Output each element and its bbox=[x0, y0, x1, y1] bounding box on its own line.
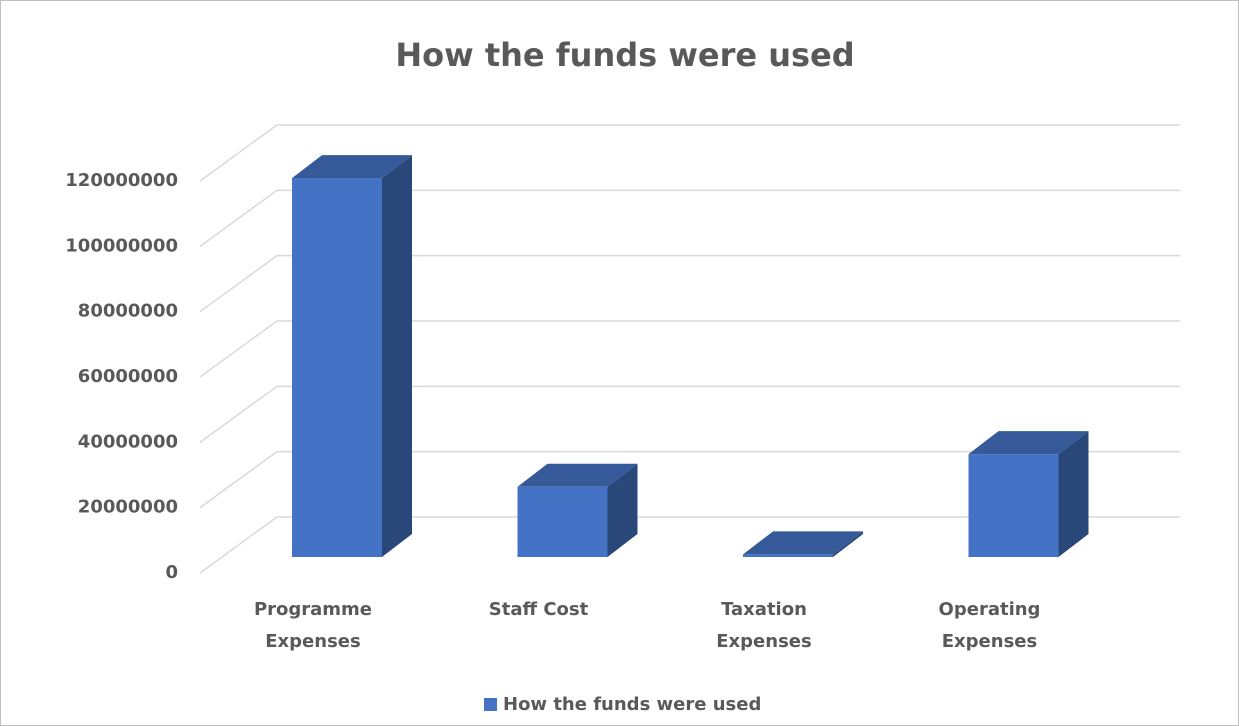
grid-line bbox=[199, 124, 1180, 182]
bar-side bbox=[833, 531, 863, 557]
bar bbox=[292, 178, 382, 558]
bar-top bbox=[517, 463, 638, 487]
bar-top bbox=[743, 531, 863, 555]
x-tick-label: Operating Expenses bbox=[938, 599, 1041, 652]
grid-line bbox=[199, 254, 1180, 313]
y-tick-label: 0 bbox=[165, 562, 178, 583]
bar-side bbox=[1058, 431, 1089, 557]
bar-top bbox=[968, 431, 1089, 455]
bar bbox=[968, 454, 1059, 557]
bar bbox=[517, 486, 608, 557]
x-tick-label: Taxation Expenses bbox=[716, 599, 812, 652]
y-tick-label: 20000000 bbox=[78, 497, 178, 518]
y-tick-label: 60000000 bbox=[78, 366, 178, 387]
grid-line bbox=[199, 189, 1180, 247]
grid-line bbox=[199, 320, 1180, 378]
bar-side bbox=[382, 155, 412, 558]
bar-top bbox=[292, 155, 412, 179]
y-tick-label: 80000000 bbox=[78, 301, 178, 322]
bar-side bbox=[607, 463, 638, 557]
chart-title: How the funds were used bbox=[395, 36, 854, 74]
legend-label: How the funds were used bbox=[503, 694, 761, 715]
grid-line bbox=[199, 516, 1180, 574]
y-tick-label: 120000000 bbox=[65, 170, 178, 191]
x-tick-label: Staff Cost bbox=[488, 599, 589, 620]
x-tick-label: Programme Expenses bbox=[253, 599, 373, 652]
y-tick-label: 100000000 bbox=[65, 235, 178, 256]
grid-line bbox=[199, 385, 1180, 443]
grid-line bbox=[199, 450, 1180, 509]
bar bbox=[743, 554, 833, 557]
legend-swatch bbox=[484, 698, 497, 711]
y-tick-label: 40000000 bbox=[78, 431, 178, 452]
